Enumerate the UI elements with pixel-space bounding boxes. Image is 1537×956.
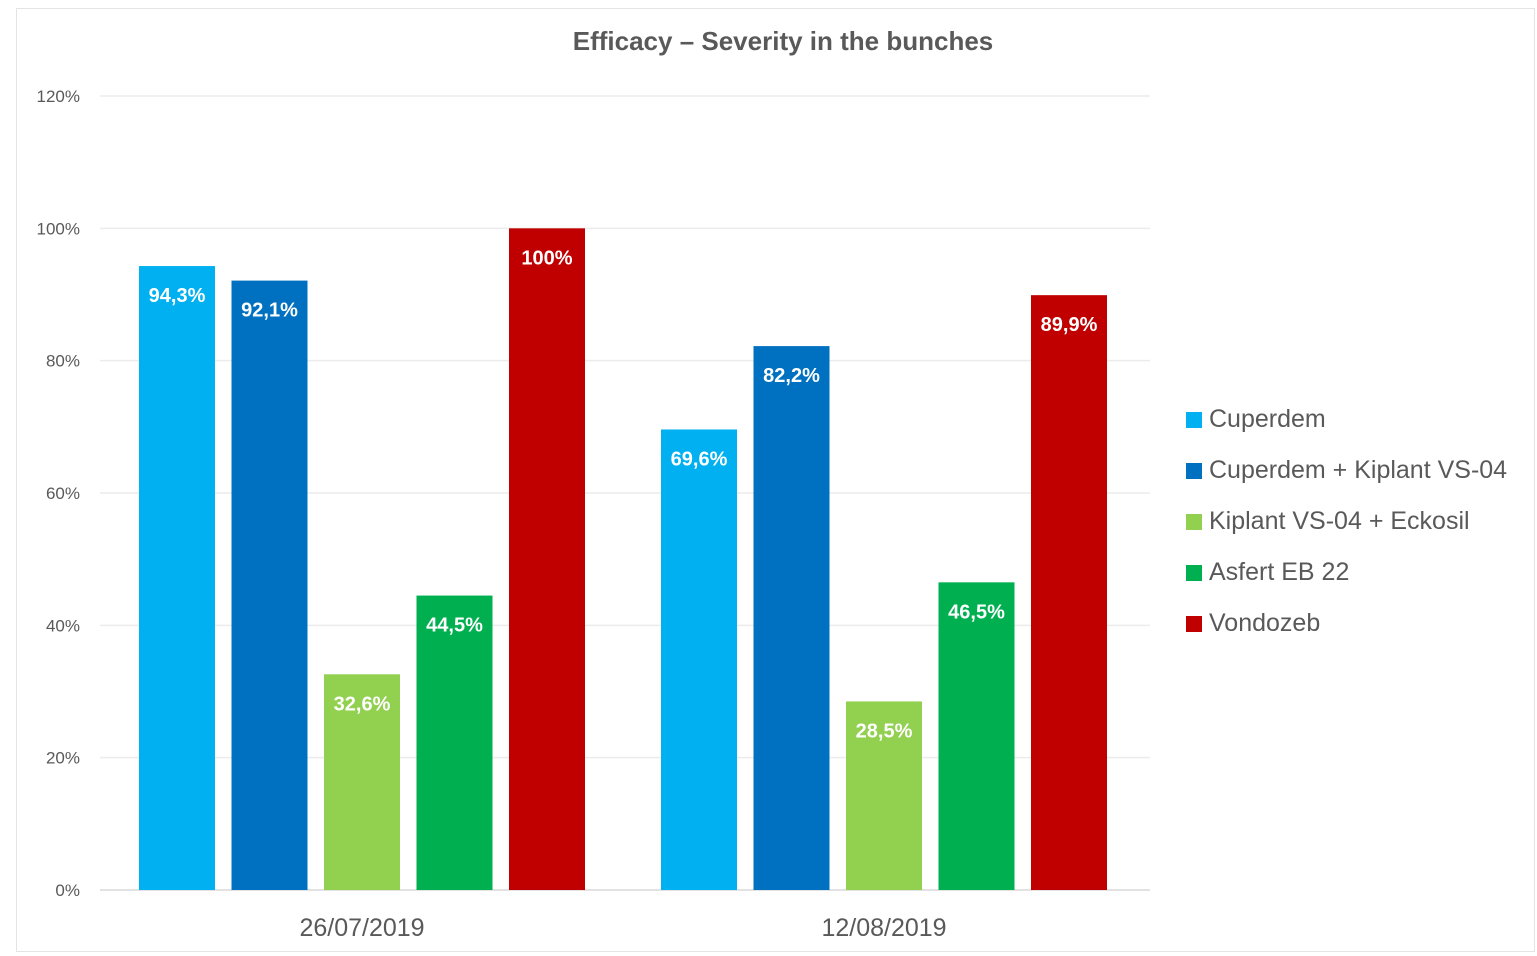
legend-label: Kiplant VS-04 + Eckosil [1209, 507, 1470, 535]
legend-swatch [1186, 513, 1202, 530]
bar [938, 582, 1015, 890]
legend-swatch [1186, 564, 1202, 581]
legend-item: Vondozeb [1186, 598, 1507, 649]
bar [416, 595, 493, 890]
legend-item: Kiplant VS-04 + Eckosil [1186, 496, 1507, 547]
y-tick-label: 0% [55, 881, 80, 900]
y-tick-label: 80% [46, 352, 80, 371]
bar [846, 701, 922, 890]
y-tick-label: 60% [46, 484, 80, 503]
bar [661, 429, 737, 890]
bar [753, 346, 830, 890]
data-label: 92,1% [241, 300, 298, 322]
bar [231, 280, 308, 891]
legend-label: Cuperdem + Kiplant VS-04 [1209, 456, 1508, 484]
y-tick-label: 100% [37, 219, 80, 238]
legend: Cuperdem Cuperdem + Kiplant VS-04 Kiplant … [1186, 394, 1507, 649]
bar [324, 674, 400, 890]
x-tick-label: 26/07/2019 [299, 914, 424, 942]
data-label: 94,3% [149, 285, 206, 307]
legend-label: Vondozeb [1209, 609, 1321, 637]
x-tick-label: 12/08/2019 [821, 914, 946, 942]
data-label: 89,9% [1041, 314, 1098, 336]
chart-title: Efficacy – Severity in the bunches [572, 26, 994, 56]
data-label: 82,2% [763, 365, 820, 387]
y-tick-label: 20% [46, 749, 80, 768]
data-label: 100% [521, 247, 572, 269]
legend-swatch [1186, 462, 1202, 479]
data-label: 46,5% [948, 601, 1005, 623]
data-label: 69,6% [671, 448, 728, 470]
legend-swatch [1186, 411, 1202, 428]
bar [1031, 295, 1107, 891]
bar-chart: 0% 20% 40% 60% 80% 100% 120% 94,3% 92,1% 32,6% 44,… [37, 87, 1150, 942]
legend-item: Asfert EB 22 [1186, 547, 1507, 598]
y-tick-label: 120% [37, 87, 80, 106]
legend-item: Cuperdem + Kiplant VS-04 [1186, 445, 1507, 496]
legend-swatch [1186, 615, 1202, 632]
data-label: 32,6% [334, 693, 391, 715]
y-tick-label: 40% [46, 616, 80, 635]
legend-item: Cuperdem [1186, 394, 1507, 445]
legend-label: Cuperdem [1209, 405, 1326, 433]
data-label: 28,5% [856, 720, 913, 742]
data-label: 44,5% [426, 615, 483, 637]
legend-label: Asfert EB 22 [1209, 558, 1350, 586]
bar [139, 266, 215, 890]
bar [509, 228, 585, 891]
